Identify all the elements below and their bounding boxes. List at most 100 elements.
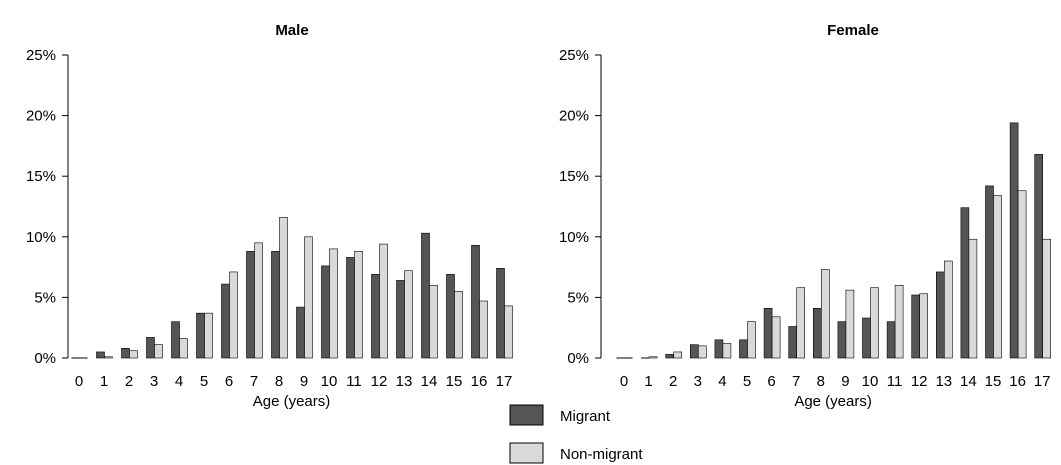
x-tick-label: 2	[669, 373, 677, 390]
bar-non-migrant	[674, 352, 682, 358]
x-tick-label: 14	[421, 373, 438, 390]
bar-migrant	[347, 257, 355, 358]
y-tick-label: 5%	[567, 289, 589, 306]
x-tick-label: 4	[718, 373, 726, 390]
bar-migrant	[422, 233, 430, 358]
bar-migrant	[936, 272, 944, 358]
bar-non-migrant	[455, 291, 463, 358]
bar-non-migrant	[305, 237, 313, 358]
x-tick-label: 7	[792, 373, 800, 390]
bar-migrant	[740, 340, 748, 358]
bar-non-migrant	[230, 272, 238, 358]
y-tick-label: 15%	[559, 168, 589, 185]
bar-non-migrant	[797, 288, 805, 358]
legend-swatch-non-migrant	[510, 443, 543, 463]
x-tick-label: 5	[200, 373, 208, 390]
bar-migrant	[97, 352, 105, 358]
x-tick-label: 17	[496, 373, 513, 390]
x-tick-label: 11	[887, 373, 903, 390]
bar-non-migrant	[405, 271, 413, 358]
bar-migrant	[372, 274, 380, 358]
x-axis-label: Age (years)	[253, 393, 331, 410]
bar-non-migrant	[380, 244, 388, 358]
bar-migrant	[122, 348, 130, 358]
bar-non-migrant	[994, 196, 1002, 358]
x-tick-label: 12	[371, 373, 388, 390]
x-tick-label: 0	[75, 373, 83, 390]
bar-non-migrant	[723, 343, 731, 358]
bar-migrant	[838, 322, 846, 358]
bar-migrant	[472, 245, 480, 358]
x-tick-label: 0	[620, 373, 628, 390]
bar-non-migrant	[1043, 239, 1051, 358]
x-tick-label: 6	[225, 373, 233, 390]
bar-non-migrant	[846, 290, 854, 358]
x-tick-label: 9	[300, 373, 308, 390]
bar-migrant	[986, 186, 994, 358]
y-tick-label: 10%	[559, 229, 589, 246]
legend-swatch-migrant	[510, 405, 543, 425]
bar-non-migrant	[130, 351, 138, 358]
bar-migrant	[1035, 154, 1043, 358]
bar-migrant	[147, 337, 155, 358]
x-tick-label: 10	[862, 373, 879, 390]
panel-title: Female	[827, 22, 879, 39]
bar-migrant	[813, 308, 821, 358]
bar-non-migrant	[155, 345, 163, 358]
bar-migrant	[1010, 123, 1018, 358]
bar-migrant	[397, 280, 405, 358]
y-tick-label: 25%	[559, 47, 589, 64]
x-tick-label: 15	[985, 373, 1002, 390]
x-tick-label: 17	[1034, 373, 1051, 390]
bar-migrant	[961, 208, 969, 358]
bar-non-migrant	[698, 346, 706, 358]
y-tick-label: 20%	[559, 108, 589, 125]
bar-non-migrant	[355, 251, 363, 358]
x-tick-label: 3	[694, 373, 702, 390]
bar-non-migrant	[205, 313, 213, 358]
bar-non-migrant	[105, 357, 113, 358]
bar-non-migrant	[255, 243, 263, 358]
bar-non-migrant	[180, 339, 188, 358]
y-tick-label: 15%	[26, 168, 56, 185]
x-tick-label: 1	[644, 373, 652, 390]
x-tick-label: 10	[321, 373, 338, 390]
x-tick-label: 13	[935, 373, 952, 390]
bar-migrant	[789, 326, 797, 358]
legend: Migrant Non-migrant	[510, 405, 643, 463]
bar-non-migrant	[920, 294, 928, 358]
bar-migrant	[764, 308, 772, 358]
bar-migrant	[690, 345, 698, 358]
bar-non-migrant	[821, 270, 829, 358]
bar-non-migrant	[772, 317, 780, 358]
x-tick-label: 7	[250, 373, 258, 390]
bar-non-migrant	[649, 357, 657, 358]
bar-migrant	[172, 322, 180, 358]
bar-non-migrant	[430, 285, 438, 358]
y-tick-label: 10%	[26, 229, 56, 246]
y-tick-label: 25%	[26, 47, 56, 64]
x-tick-label: 3	[150, 373, 158, 390]
bar-migrant	[197, 313, 205, 358]
bar-migrant	[247, 251, 255, 358]
bar-non-migrant	[969, 239, 977, 358]
bar-non-migrant	[330, 249, 338, 358]
x-tick-label: 1	[100, 373, 108, 390]
y-tick-label: 0%	[567, 350, 589, 367]
x-tick-label: 2	[125, 373, 133, 390]
bar-migrant	[887, 322, 895, 358]
bar-non-migrant	[1018, 191, 1026, 358]
bar-non-migrant	[505, 306, 513, 358]
bar-migrant	[912, 295, 920, 358]
bar-migrant	[715, 340, 723, 358]
y-tick-label: 0%	[34, 350, 56, 367]
legend-label-non-migrant: Non-migrant	[560, 446, 643, 463]
bar-migrant	[222, 284, 230, 358]
bar-migrant	[497, 268, 505, 358]
bar-non-migrant	[480, 301, 488, 358]
x-tick-label: 9	[841, 373, 849, 390]
